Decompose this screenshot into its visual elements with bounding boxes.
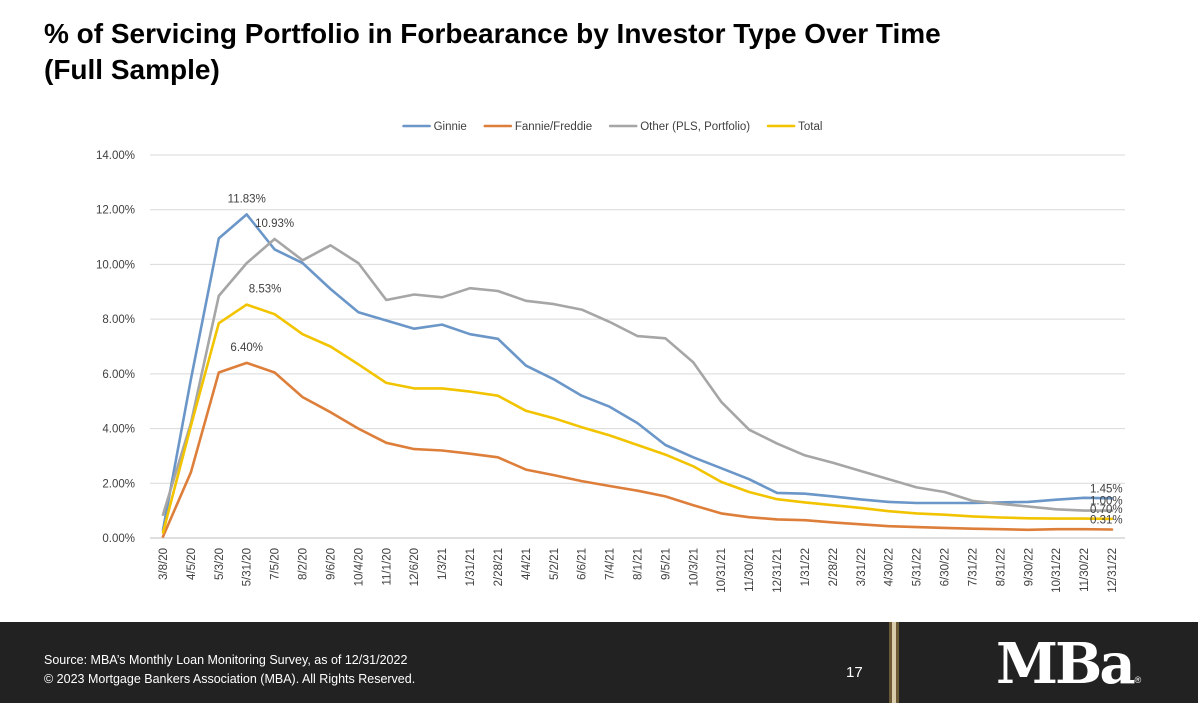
data-label: 6.40% [230, 342, 263, 354]
x-tick-label: 1/3/21 [437, 548, 449, 580]
x-tick-label: 9/5/21 [660, 548, 672, 580]
legend-label-0: Ginnie [434, 121, 467, 133]
x-tick-label: 5/3/20 [214, 548, 226, 580]
x-tick-label: 11/30/21 [744, 548, 756, 592]
mba-logo: MBa ® [996, 636, 1141, 708]
x-tick-label: 6/6/21 [577, 548, 589, 580]
x-tick-label: 10/31/21 [716, 548, 728, 593]
slide-title-line1: % of Servicing Portfolio in Forbearance … [44, 18, 941, 49]
y-tick-label: 0.00% [102, 533, 135, 545]
x-tick-label: 10/31/22 [1051, 548, 1063, 593]
y-tick-label: 10.00% [96, 259, 135, 271]
mba-logo-text: MBa [996, 631, 1136, 697]
chart-series-lines [161, 213, 1114, 538]
footer-divider [889, 622, 899, 703]
y-tick-label: 12.00% [96, 205, 135, 217]
x-tick-label: 12/6/20 [409, 548, 421, 586]
x-tick-label: 10/3/21 [688, 548, 700, 586]
data-label: 1.00% [1090, 496, 1123, 508]
x-tick-label: 8/1/21 [633, 548, 645, 580]
data-label: 1.45% [1090, 483, 1123, 495]
data-label: 11.83% [228, 193, 266, 205]
x-tick-label: 2/28/22 [828, 548, 840, 586]
y-tick-label: 14.00% [96, 150, 135, 162]
x-tick-label: 8/31/22 [995, 548, 1007, 586]
x-tick-label: 3/8/20 [158, 548, 170, 580]
y-tick-label: 2.00% [102, 478, 135, 490]
legend-label-3: Total [798, 121, 822, 133]
x-tick-label: 4/4/21 [521, 548, 533, 580]
data-label: 8.53% [249, 284, 282, 296]
data-label: 0.70% [1090, 504, 1123, 516]
x-tick-label: 8/2/20 [298, 548, 310, 580]
y-tick-label: 8.00% [102, 314, 135, 326]
x-tick-label: 1/31/22 [800, 548, 812, 586]
source-line: Source: MBA’s Monthly Loan Monitoring Su… [44, 653, 408, 667]
legend-label-2: Other (PLS, Portfolio) [640, 121, 750, 133]
x-tick-label: 3/31/22 [856, 548, 868, 586]
x-tick-label: 6/30/22 [940, 548, 952, 586]
y-tick-label: 4.00% [102, 424, 135, 436]
x-tick-label: 7/31/22 [967, 548, 979, 586]
chart-legend: Ginnie Fannie/Freddie Other (PLS, Portfoli… [402, 121, 822, 133]
series-line-2 [161, 237, 1114, 517]
x-tick-label: 5/2/21 [549, 548, 561, 580]
slide-title-line2: (Full Sample) [44, 54, 220, 85]
x-tick-label: 5/31/20 [242, 548, 254, 586]
page-number: 17 [846, 664, 863, 681]
series-line-0 [161, 213, 1114, 532]
x-tick-label: 7/4/21 [605, 548, 617, 580]
series-line-1 [161, 361, 1114, 538]
x-tick-label: 4/5/20 [186, 548, 198, 580]
x-tick-label: 12/31/22 [1107, 548, 1119, 593]
legend-label-1: Fannie/Freddie [515, 121, 592, 133]
x-tick-label: 7/5/20 [270, 548, 282, 580]
chart-data-labels: 11.83% 10.93% 8.53% 6.40% 1.45%1.00%0.70%0.3… [228, 193, 1123, 526]
x-tick-label: 4/30/22 [884, 548, 896, 586]
x-tick-label: 9/30/22 [1023, 548, 1035, 586]
data-label: 10.93% [255, 218, 294, 230]
source-text: Source: MBA’s Monthly Loan Monitoring Su… [44, 651, 415, 689]
x-tick-label: 11/30/22 [1079, 548, 1091, 592]
slide-title: % of Servicing Portfolio in Forbearance … [44, 16, 1144, 88]
x-tick-label: 2/28/21 [493, 548, 505, 586]
x-tick-label: 1/31/21 [465, 548, 477, 586]
y-tick-label: 6.00% [102, 369, 135, 381]
forbearance-line-chart: 0.00% 2.00% 4.00% 6.00% 8.00% 10.00% 12.00% 14.… [96, 121, 1125, 593]
chart-gridlines [150, 154, 1125, 539]
x-tick-label: 11/1/20 [381, 548, 393, 586]
data-label: 0.31% [1090, 515, 1123, 527]
registered-mark: ® [1134, 675, 1142, 685]
x-axis-tick-labels: 3/8/20 4/5/20 5/3/20 5/31/20 7/5/20 8/2/20 9/6… [158, 548, 1119, 593]
footer-bar: Source: MBA’s Monthly Loan Monitoring Su… [0, 622, 1198, 703]
x-tick-label: 5/31/22 [912, 548, 924, 586]
x-tick-label: 9/6/20 [325, 548, 337, 580]
y-axis-tick-labels: 0.00% 2.00% 4.00% 6.00% 8.00% 10.00% 12.00% 14.… [96, 150, 135, 545]
series-line-3 [161, 303, 1114, 534]
x-tick-label: 12/31/21 [772, 548, 784, 593]
x-tick-label: 10/4/20 [353, 548, 365, 586]
copyright-line: © 2023 Mortgage Bankers Association (MBA… [44, 672, 416, 686]
